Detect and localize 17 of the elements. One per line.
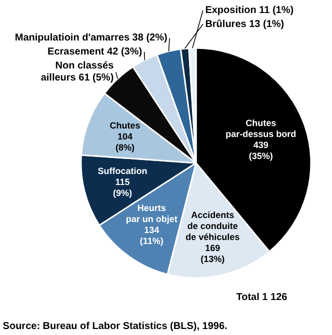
data-label: 169 (13%): [200, 243, 225, 264]
slice-label: Manipulatioin d'amarres 38 (2%): [14, 32, 168, 44]
slice-label: Accidents de conduite de véhicules: [186, 210, 240, 242]
data-label: 134 (11%): [140, 225, 164, 246]
data-label: 439 (35%): [248, 140, 273, 162]
slice-label: Suffocation: [98, 166, 148, 176]
slice-label: Exposition 11 (1%): [205, 4, 294, 16]
slice-label: Ecrasement 42 (3%): [48, 46, 142, 58]
data-label: 115 (9%): [112, 176, 132, 198]
slice-label: Chutes par-dessus bord: [226, 118, 296, 140]
slice-label: Brûlures 13 (1%): [205, 18, 284, 30]
data-label: 104 (8%): [115, 131, 134, 152]
text: Total 1 126: [236, 292, 288, 304]
slice-label: Non classés ailleurs 61 (5%): [40, 60, 114, 84]
slice-label: Heurts par un objet: [126, 203, 178, 224]
source-note: Source: Bureau of Labor Statistics (BLS), 1996.: [2, 320, 228, 332]
slice-label: Chutes: [110, 120, 140, 130]
